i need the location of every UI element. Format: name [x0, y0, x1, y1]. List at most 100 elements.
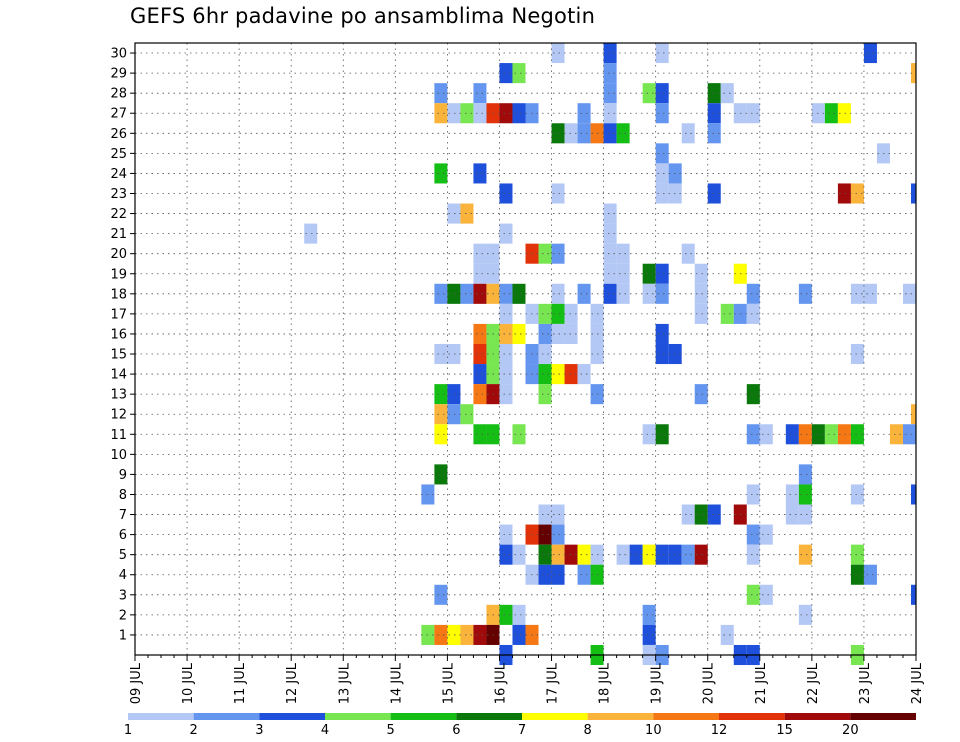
cell-member-5 [499, 544, 513, 565]
cell-member-13 [434, 384, 448, 405]
cell-member-18 [655, 283, 669, 304]
cell-member-5 [850, 544, 864, 565]
cell-member-20 [551, 243, 565, 264]
y-tick-label: 27 [110, 107, 127, 122]
cell-member-4 [538, 564, 552, 585]
y-tick-label: 10 [110, 448, 127, 463]
cell-member-29 [911, 63, 916, 84]
cell-member-27 [837, 103, 851, 124]
y-tick-label: 11 [110, 428, 127, 443]
cell-member-27 [512, 103, 526, 124]
cell-member-17 [746, 303, 760, 324]
cell-member-16 [499, 323, 513, 344]
cell-member-3 [759, 584, 773, 605]
cell-member-3 [911, 584, 916, 605]
cell-member-28 [642, 83, 656, 104]
cell-member-18 [642, 283, 656, 304]
x-tick-label: 20 JUL [702, 662, 717, 704]
cell-member-18 [798, 283, 812, 304]
legend-swatch [325, 713, 391, 720]
x-tick-label: 14 JUL [389, 662, 404, 704]
cell-member-21 [603, 223, 617, 244]
y-tick-label: 12 [110, 408, 127, 423]
cell-member-26 [551, 123, 565, 144]
cell-member-11 [902, 424, 916, 445]
x-tick-label: 17 JUL [546, 662, 561, 704]
cell-member-20 [473, 243, 487, 264]
legend-label: 5 [387, 723, 395, 738]
cell-member-5 [642, 544, 656, 565]
cell-member-27 [473, 103, 487, 124]
cell-member-5 [746, 544, 760, 565]
legend-swatch [456, 713, 522, 720]
cell-member-8 [798, 484, 812, 505]
y-tick-label: 29 [110, 67, 127, 82]
cell-member-22 [447, 203, 461, 224]
cell-member-4 [850, 564, 864, 585]
cell-member-5 [512, 544, 526, 565]
cell-member-26 [564, 123, 578, 144]
cell-member-7 [681, 504, 695, 525]
x-tick-label: 23 JUL [858, 662, 873, 704]
x-tick-label: 18 JUL [598, 662, 613, 704]
chart-title: GEFS 6hr padavine po ansamblima Negotin [130, 4, 596, 28]
y-tick-label: 15 [110, 348, 127, 363]
cell-member-28 [603, 83, 617, 104]
cell-member-27 [447, 103, 461, 124]
cell-member-8 [850, 484, 864, 505]
cell-member-20 [616, 243, 630, 264]
cell-member-25 [655, 143, 669, 164]
cell-member-2 [512, 604, 526, 625]
y-tick-label: 23 [110, 187, 127, 202]
legend-swatch [259, 713, 325, 720]
y-tick-label: 21 [110, 227, 127, 242]
cell-member-26 [616, 123, 630, 144]
y-tick-label: 6 [119, 528, 127, 543]
y-tick-label: 18 [110, 287, 127, 302]
y-tick-label: 7 [119, 508, 127, 523]
cell-member-28 [473, 83, 487, 104]
cell-member-15 [434, 343, 448, 365]
cell-member-11 [642, 424, 656, 445]
cell-member-17 [538, 303, 552, 324]
y-tick-label: 22 [110, 207, 127, 222]
cell-member-1 [447, 624, 461, 645]
cell-member-11 [837, 424, 851, 445]
legend-swatch [128, 713, 194, 720]
cell-member-17 [694, 303, 708, 324]
x-tick-label: 22 JUL [806, 662, 821, 704]
cell-member-5 [564, 544, 578, 565]
cell-member-5 [551, 544, 565, 565]
cell-member-18 [447, 283, 461, 304]
cell-member-9 [434, 464, 448, 485]
cell-member-22 [460, 203, 474, 224]
legend-label: 10 [645, 723, 662, 738]
cell-member-18 [551, 283, 565, 304]
cell-member-20 [538, 243, 552, 264]
cell-member-18 [902, 283, 916, 304]
y-tick-label: 2 [119, 608, 127, 623]
cell-member-28 [720, 83, 734, 104]
cell-member-4 [577, 564, 591, 585]
y-tick-label: 25 [110, 147, 127, 162]
x-tick-label: 21 JUL [754, 662, 769, 704]
cell-member-26 [577, 123, 591, 144]
cell-member-16 [655, 323, 669, 344]
cell-member-18 [863, 283, 877, 304]
cell-member-30 [603, 43, 617, 64]
cell-member-11 [655, 424, 669, 445]
cell-member-19 [473, 263, 487, 284]
legend-label: 6 [452, 723, 460, 738]
y-tick-label: 4 [119, 568, 127, 583]
cell-member-21 [304, 223, 318, 244]
cell-member-2 [798, 604, 812, 625]
x-tick-label: 12 JUL [285, 662, 300, 704]
legend-swatch [522, 713, 588, 720]
cell-member-9 [798, 464, 812, 485]
x-tick-label: 09 JUL [129, 662, 144, 704]
cell-member-18 [850, 283, 864, 304]
y-tick-label: 5 [119, 548, 127, 563]
cell-member-19 [642, 263, 656, 284]
cell-member-1 [460, 624, 474, 645]
